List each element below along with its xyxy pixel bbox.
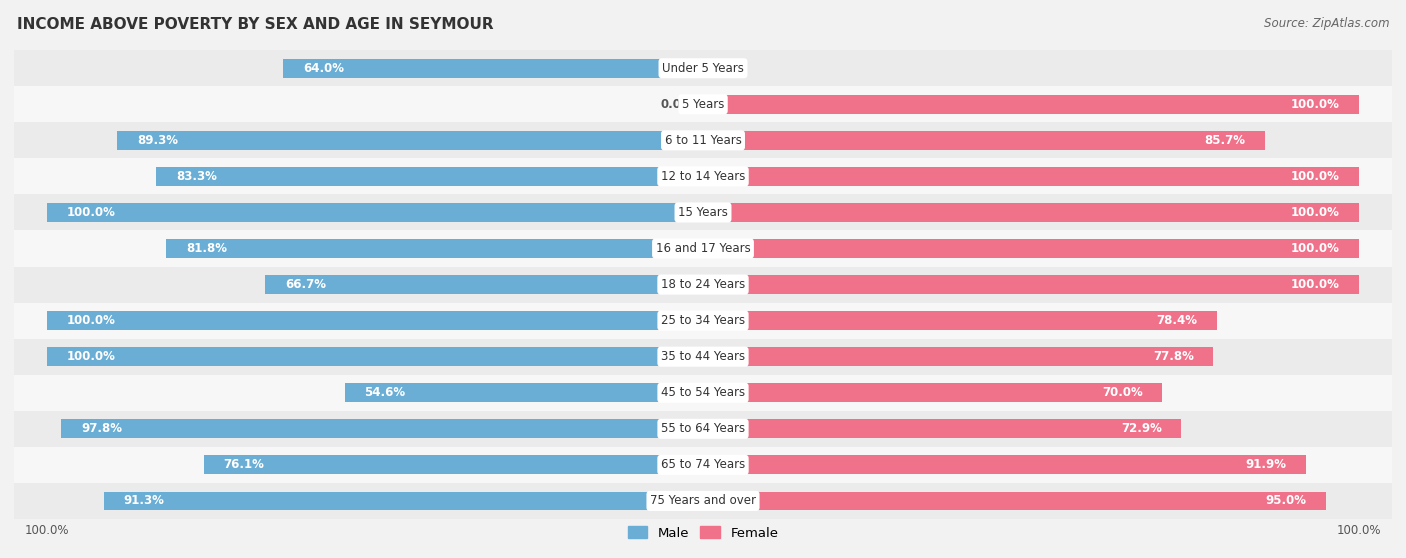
Text: INCOME ABOVE POVERTY BY SEX AND AGE IN SEYMOUR: INCOME ABOVE POVERTY BY SEX AND AGE IN S… [17,17,494,32]
Bar [46,311,703,330]
Text: 100.0%: 100.0% [1291,170,1340,183]
Text: 89.3%: 89.3% [136,134,177,147]
Bar [156,167,703,186]
Text: 100.0%: 100.0% [1291,98,1340,111]
Bar [46,203,703,222]
Bar [117,131,703,150]
Bar [166,239,703,258]
Bar [703,383,1163,402]
Text: 15 Years: 15 Years [678,206,728,219]
Text: 78.4%: 78.4% [1157,314,1198,327]
Text: 85.7%: 85.7% [1205,134,1246,147]
Text: 75 Years and over: 75 Years and over [650,494,756,507]
Text: 12 to 14 Years: 12 to 14 Years [661,170,745,183]
Bar [14,339,1392,375]
Bar [46,347,703,366]
Bar [14,447,1392,483]
Text: 76.1%: 76.1% [224,458,264,472]
Bar [703,492,1326,510]
Bar [703,203,1360,222]
Bar [703,131,1265,150]
Text: 91.3%: 91.3% [124,494,165,507]
Bar [703,239,1360,258]
Text: 16 and 17 Years: 16 and 17 Years [655,242,751,255]
Text: 100.0%: 100.0% [66,350,115,363]
Text: 35 to 44 Years: 35 to 44 Years [661,350,745,363]
Text: 100.0%: 100.0% [1291,206,1340,219]
Text: Source: ZipAtlas.com: Source: ZipAtlas.com [1264,17,1389,30]
Bar [703,420,1181,438]
Bar [104,492,703,510]
Bar [703,275,1360,294]
Bar [14,122,1392,158]
Text: 0.0%: 0.0% [713,62,745,75]
Text: 91.9%: 91.9% [1246,458,1286,472]
Text: 6 to 11 Years: 6 to 11 Years [665,134,741,147]
Text: 64.0%: 64.0% [302,62,343,75]
Bar [14,375,1392,411]
Text: 66.7%: 66.7% [285,278,326,291]
Text: Under 5 Years: Under 5 Years [662,62,744,75]
Bar [14,411,1392,447]
Text: 18 to 24 Years: 18 to 24 Years [661,278,745,291]
Text: 45 to 54 Years: 45 to 54 Years [661,386,745,399]
Bar [14,50,1392,86]
Bar [344,383,703,402]
Text: 55 to 64 Years: 55 to 64 Years [661,422,745,435]
Text: 54.6%: 54.6% [364,386,405,399]
Bar [14,483,1392,519]
Text: 72.9%: 72.9% [1121,422,1161,435]
Bar [14,86,1392,122]
Bar [703,167,1360,186]
Text: 81.8%: 81.8% [186,242,226,255]
Bar [204,455,703,474]
Text: 83.3%: 83.3% [176,170,217,183]
Text: 70.0%: 70.0% [1102,386,1143,399]
Bar [14,194,1392,230]
Bar [14,230,1392,267]
Text: 25 to 34 Years: 25 to 34 Years [661,314,745,327]
Text: 100.0%: 100.0% [66,206,115,219]
Bar [703,455,1306,474]
Legend: Male, Female: Male, Female [623,521,783,545]
Bar [703,311,1218,330]
Bar [14,158,1392,194]
Text: 0.0%: 0.0% [661,98,693,111]
Text: 5 Years: 5 Years [682,98,724,111]
Bar [703,347,1213,366]
Text: 97.8%: 97.8% [82,422,122,435]
Text: 100.0%: 100.0% [66,314,115,327]
Bar [266,275,703,294]
Bar [14,267,1392,302]
Bar [14,302,1392,339]
Text: 65 to 74 Years: 65 to 74 Years [661,458,745,472]
Bar [62,420,703,438]
Text: 77.8%: 77.8% [1153,350,1194,363]
Bar [283,59,703,78]
Bar [703,95,1360,114]
Text: 100.0%: 100.0% [1291,278,1340,291]
Text: 100.0%: 100.0% [1291,242,1340,255]
Text: 95.0%: 95.0% [1265,494,1306,507]
